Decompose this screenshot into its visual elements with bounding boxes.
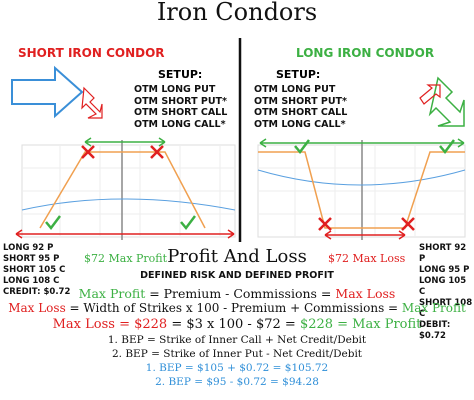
right-heading: LONG IRON CONDOR	[296, 46, 435, 60]
left-chart	[15, 137, 236, 240]
formula-segment: 2. BEP = Strike of Inner Put - Net Credi…	[111, 348, 363, 360]
leg-line: CREDIT: $0.72	[3, 287, 71, 297]
formula-segment: 1. BEP = $105 + $0.72 = $105.72	[145, 362, 329, 374]
left-setup-title: SETUP:	[158, 68, 203, 81]
formula-segment: Max Profit	[78, 286, 146, 301]
formula-line: 2. BEP = $95 - $0.72 = $94.28	[0, 375, 474, 389]
leg-line: SHORT 95 P	[3, 254, 60, 264]
leg-line: SHORT 105 C	[3, 265, 66, 275]
right-chart	[257, 138, 466, 240]
formula-segment: Max Loss	[335, 286, 396, 301]
leg-line: SHORT 108 C	[419, 298, 473, 319]
formulas: Max Profit = Premium - Commissions = Max…	[0, 286, 474, 389]
setup-line: OTM LONG PUT	[254, 84, 336, 95]
formula-segment: Max Profit	[401, 301, 466, 315]
arrow-down	[428, 76, 465, 127]
right-legs: SHORT 92 P LONG 95 P LONG 105 C SHORT 108 C…	[419, 243, 474, 342]
formula-line: Max Loss = Width of Strikes x 100 - Prem…	[0, 301, 474, 316]
arrow-up-red	[419, 84, 441, 105]
setup-line: OTM SHORT CALL	[254, 107, 348, 118]
setup-line: OTM SHORT PUT*	[134, 95, 227, 107]
leg-line: SHORT 92 P	[419, 243, 467, 264]
formula-line: Max Profit = Premium - Commissions = Max…	[0, 286, 474, 301]
right-max: $72 Max Loss	[328, 252, 406, 265]
graphics	[11, 38, 466, 242]
formula-segment: = Premium - Commissions =	[145, 286, 336, 301]
setup-line: OTM LONG CALL*	[254, 118, 346, 130]
leg-line: LONG 92 P	[3, 243, 54, 253]
formula-line: Max Loss = $228 = $3 x 100 - $72 = $228 …	[0, 316, 474, 333]
formula-line: 2. BEP = Strike of Inner Put - Net Credi…	[0, 347, 474, 361]
left-max: $72 Max Profit	[84, 252, 168, 265]
left-legs: LONG 92 P SHORT 95 P SHORT 105 C LONG 108 C…	[3, 243, 70, 298]
formula-segment: 2. BEP = $95 - $0.72 = $94.28	[155, 376, 319, 388]
setup-line: OTM SHORT CALL	[134, 107, 228, 118]
section-subtitle: DEFINED RISK AND DEFINED PROFIT	[140, 270, 334, 281]
right-setup-title: SETUP:	[276, 68, 321, 81]
title: Iron Condors	[156, 0, 318, 26]
section-title: Profit And Loss	[167, 246, 307, 267]
formula-line: 1. BEP = $105 + $0.72 = $105.72	[0, 361, 474, 375]
formula-segment: 1. BEP = Strike of Inner Call + Net Cred…	[107, 334, 367, 346]
formula-line: 1. BEP = Strike of Inner Call + Net Cred…	[0, 333, 474, 347]
formula-segment: Max Loss = $228	[52, 317, 168, 332]
setup-line: OTM LONG PUT	[134, 84, 216, 95]
arrow-down-red	[81, 86, 103, 119]
formula-segment: = Width of Strikes x 100 - Premium + Com…	[65, 301, 402, 315]
right-setup: OTM LONG PUT OTM SHORT PUT* OTM SHORT CALL…	[254, 84, 347, 130]
leg-line: LONG 108 C	[3, 276, 60, 286]
leg-line: DEBIT: $0.72	[419, 320, 451, 341]
leg-line: LONG 95 P	[419, 265, 470, 275]
setup-line: OTM SHORT PUT*	[254, 95, 347, 107]
left-setup: OTM LONG PUT OTM SHORT PUT* OTM SHORT CALL…	[134, 84, 227, 130]
formula-segment: Max Loss	[8, 301, 66, 315]
left-heading: SHORT IRON CONDOR	[18, 46, 165, 60]
formula-segment: $228 = Max Profit	[299, 317, 422, 332]
arrow-right	[11, 65, 84, 119]
leg-line: LONG 105 C	[419, 276, 467, 297]
formula-segment: = $3 x 100 - $72 =	[167, 317, 300, 332]
setup-line: OTM LONG CALL*	[134, 118, 226, 130]
